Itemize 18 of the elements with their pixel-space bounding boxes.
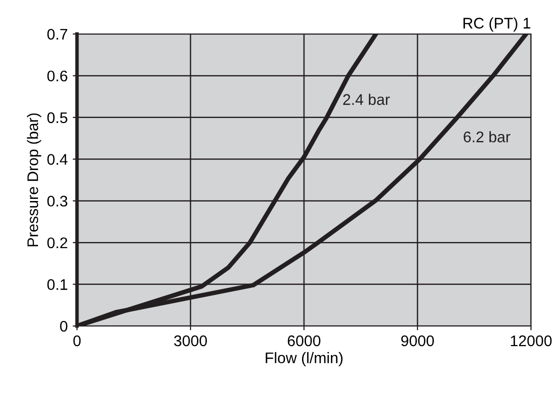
y-tick-label: 0.5	[47, 112, 68, 124]
y-axis-title: Pressure Drop (bar)	[26, 113, 42, 246]
chart-title: RC (PT) 1	[464, 17, 530, 32]
x-axis-title: Flow (l/min)	[266, 352, 343, 366]
annotation: 2.4 bar	[343, 94, 390, 105]
x-tick-label: 12000	[510, 335, 552, 346]
annotation: 6.2 bar	[464, 131, 510, 142]
y-tick-label: 0.3	[47, 196, 68, 207]
y-tick-label: 0.7	[47, 28, 68, 40]
x-tick-label: 0	[73, 335, 81, 346]
y-tick-label: 0.2	[47, 237, 68, 248]
y-tick-label: 0.4	[47, 154, 68, 165]
y-tick-label: 0.1	[47, 279, 68, 290]
x-tick-label: 6000	[288, 335, 320, 346]
y-tick-label: 0.6	[47, 70, 68, 82]
y-tick-label: 0	[60, 320, 68, 332]
x-tick-label: 9000	[401, 335, 434, 346]
x-tick-label: 3000	[174, 335, 207, 346]
